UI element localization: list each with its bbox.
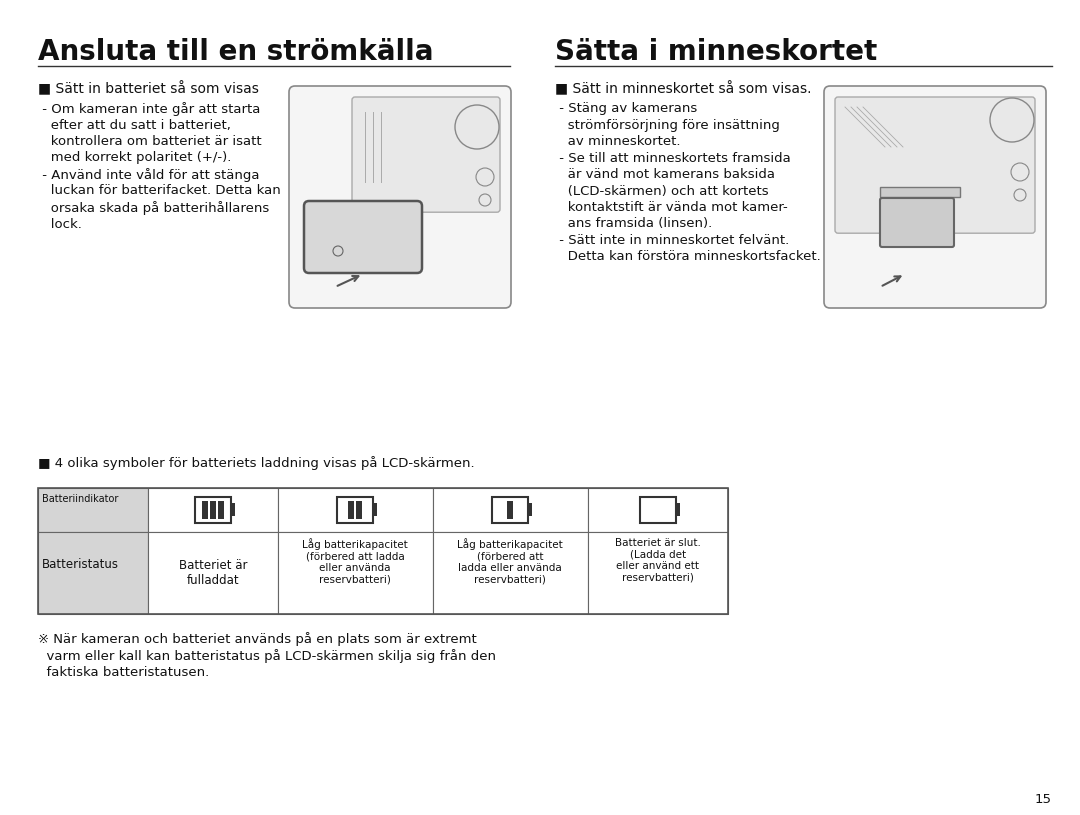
- Text: 15: 15: [1035, 793, 1052, 806]
- Text: ■ Sätt in batteriet så som visas: ■ Sätt in batteriet så som visas: [38, 82, 259, 97]
- Text: Låg batterikapacitet
(förbered att ladda
eller använda
reservbatteri): Låg batterikapacitet (förbered att ladda…: [302, 538, 408, 584]
- Text: Batteristatus: Batteristatus: [42, 558, 119, 571]
- Bar: [588, 488, 728, 532]
- Text: kontrollera om batteriet är isatt: kontrollera om batteriet är isatt: [38, 135, 261, 148]
- Text: Detta kan förstöra minneskortsfacket.: Detta kan förstöra minneskortsfacket.: [555, 250, 821, 263]
- Bar: [337, 497, 373, 523]
- Text: Sätta i minneskortet: Sätta i minneskortet: [555, 38, 877, 66]
- Bar: [348, 501, 354, 519]
- Bar: [507, 501, 513, 519]
- FancyBboxPatch shape: [289, 86, 511, 308]
- Bar: [195, 497, 231, 523]
- FancyBboxPatch shape: [880, 198, 954, 247]
- Text: ※ När kameran och batteriet används på en plats som är extremt: ※ När kameran och batteriet används på e…: [38, 632, 476, 646]
- FancyBboxPatch shape: [835, 97, 1035, 233]
- Bar: [676, 503, 680, 516]
- Bar: [373, 503, 377, 516]
- Bar: [278, 488, 433, 532]
- Text: - Se till att minneskortets framsida: - Se till att minneskortets framsida: [555, 152, 791, 165]
- FancyBboxPatch shape: [303, 201, 422, 273]
- Bar: [38, 488, 728, 614]
- Bar: [433, 488, 588, 532]
- Bar: [433, 532, 588, 614]
- Text: med korrekt polaritet (+/-).: med korrekt polaritet (+/-).: [38, 152, 231, 165]
- Text: Batteriet är
fulladdat: Batteriet är fulladdat: [179, 559, 247, 587]
- Text: Batteriindikator: Batteriindikator: [42, 494, 119, 504]
- Bar: [528, 503, 532, 516]
- Text: - Stäng av kamerans: - Stäng av kamerans: [555, 102, 698, 115]
- Text: Batteriet är slut.
(Ladda det
eller använd ett
reservbatteri): Batteriet är slut. (Ladda det eller anvä…: [616, 538, 701, 583]
- Text: strömförsörjning före insättning: strömförsörjning före insättning: [555, 118, 780, 131]
- Bar: [148, 532, 278, 614]
- Text: kontaktstift är vända mot kamer-: kontaktstift är vända mot kamer-: [555, 201, 787, 214]
- Text: SAMSUNG: SAMSUNG: [348, 229, 388, 235]
- Text: - Sätt inte in minneskortet felvänt.: - Sätt inte in minneskortet felvänt.: [555, 234, 789, 247]
- Bar: [640, 497, 676, 523]
- Bar: [880, 187, 960, 197]
- Text: Låg batterikapacitet
(förbered att
ladda eller använda
reservbatteri): Låg batterikapacitet (förbered att ladda…: [457, 538, 563, 584]
- Text: ■ Sätt in minneskortet så som visas.: ■ Sätt in minneskortet så som visas.: [555, 82, 811, 97]
- Bar: [588, 532, 728, 614]
- Text: faktiska batteristatusen.: faktiska batteristatusen.: [38, 666, 210, 679]
- Text: (LCD-skärmen) och att kortets: (LCD-skärmen) och att kortets: [555, 184, 769, 197]
- Text: är vänd mot kamerans baksida: är vänd mot kamerans baksida: [555, 168, 775, 181]
- Bar: [492, 497, 528, 523]
- Bar: [38, 532, 148, 614]
- Text: av minneskortet.: av minneskortet.: [555, 135, 680, 148]
- Bar: [38, 488, 148, 532]
- Text: - Använd inte våld för att stänga: - Använd inte våld för att stänga: [38, 168, 259, 182]
- Text: lock.: lock.: [38, 218, 82, 231]
- FancyBboxPatch shape: [352, 97, 500, 212]
- Text: ■ 4 olika symboler för batteriets laddning visas på LCD-skärmen.: ■ 4 olika symboler för batteriets laddni…: [38, 456, 474, 470]
- Bar: [202, 501, 208, 519]
- FancyBboxPatch shape: [824, 86, 1047, 308]
- Bar: [210, 501, 216, 519]
- Text: orsaka skada på batterihållarens: orsaka skada på batterihållarens: [38, 201, 269, 215]
- Bar: [148, 488, 278, 532]
- Text: ans framsida (linsen).: ans framsida (linsen).: [555, 218, 712, 231]
- Bar: [218, 501, 224, 519]
- Text: Ansluta till en strömkälla: Ansluta till en strömkälla: [38, 38, 433, 66]
- Bar: [231, 503, 235, 516]
- Bar: [278, 532, 433, 614]
- Bar: [356, 501, 362, 519]
- Text: efter att du satt i batteriet,: efter att du satt i batteriet,: [38, 118, 231, 131]
- Text: varm eller kall kan batteristatus på LCD-skärmen skilja sig från den: varm eller kall kan batteristatus på LCD…: [38, 649, 496, 663]
- Text: luckan för batterifacket. Detta kan: luckan för batterifacket. Detta kan: [38, 184, 281, 197]
- Text: - Om kameran inte går att starta: - Om kameran inte går att starta: [38, 102, 260, 116]
